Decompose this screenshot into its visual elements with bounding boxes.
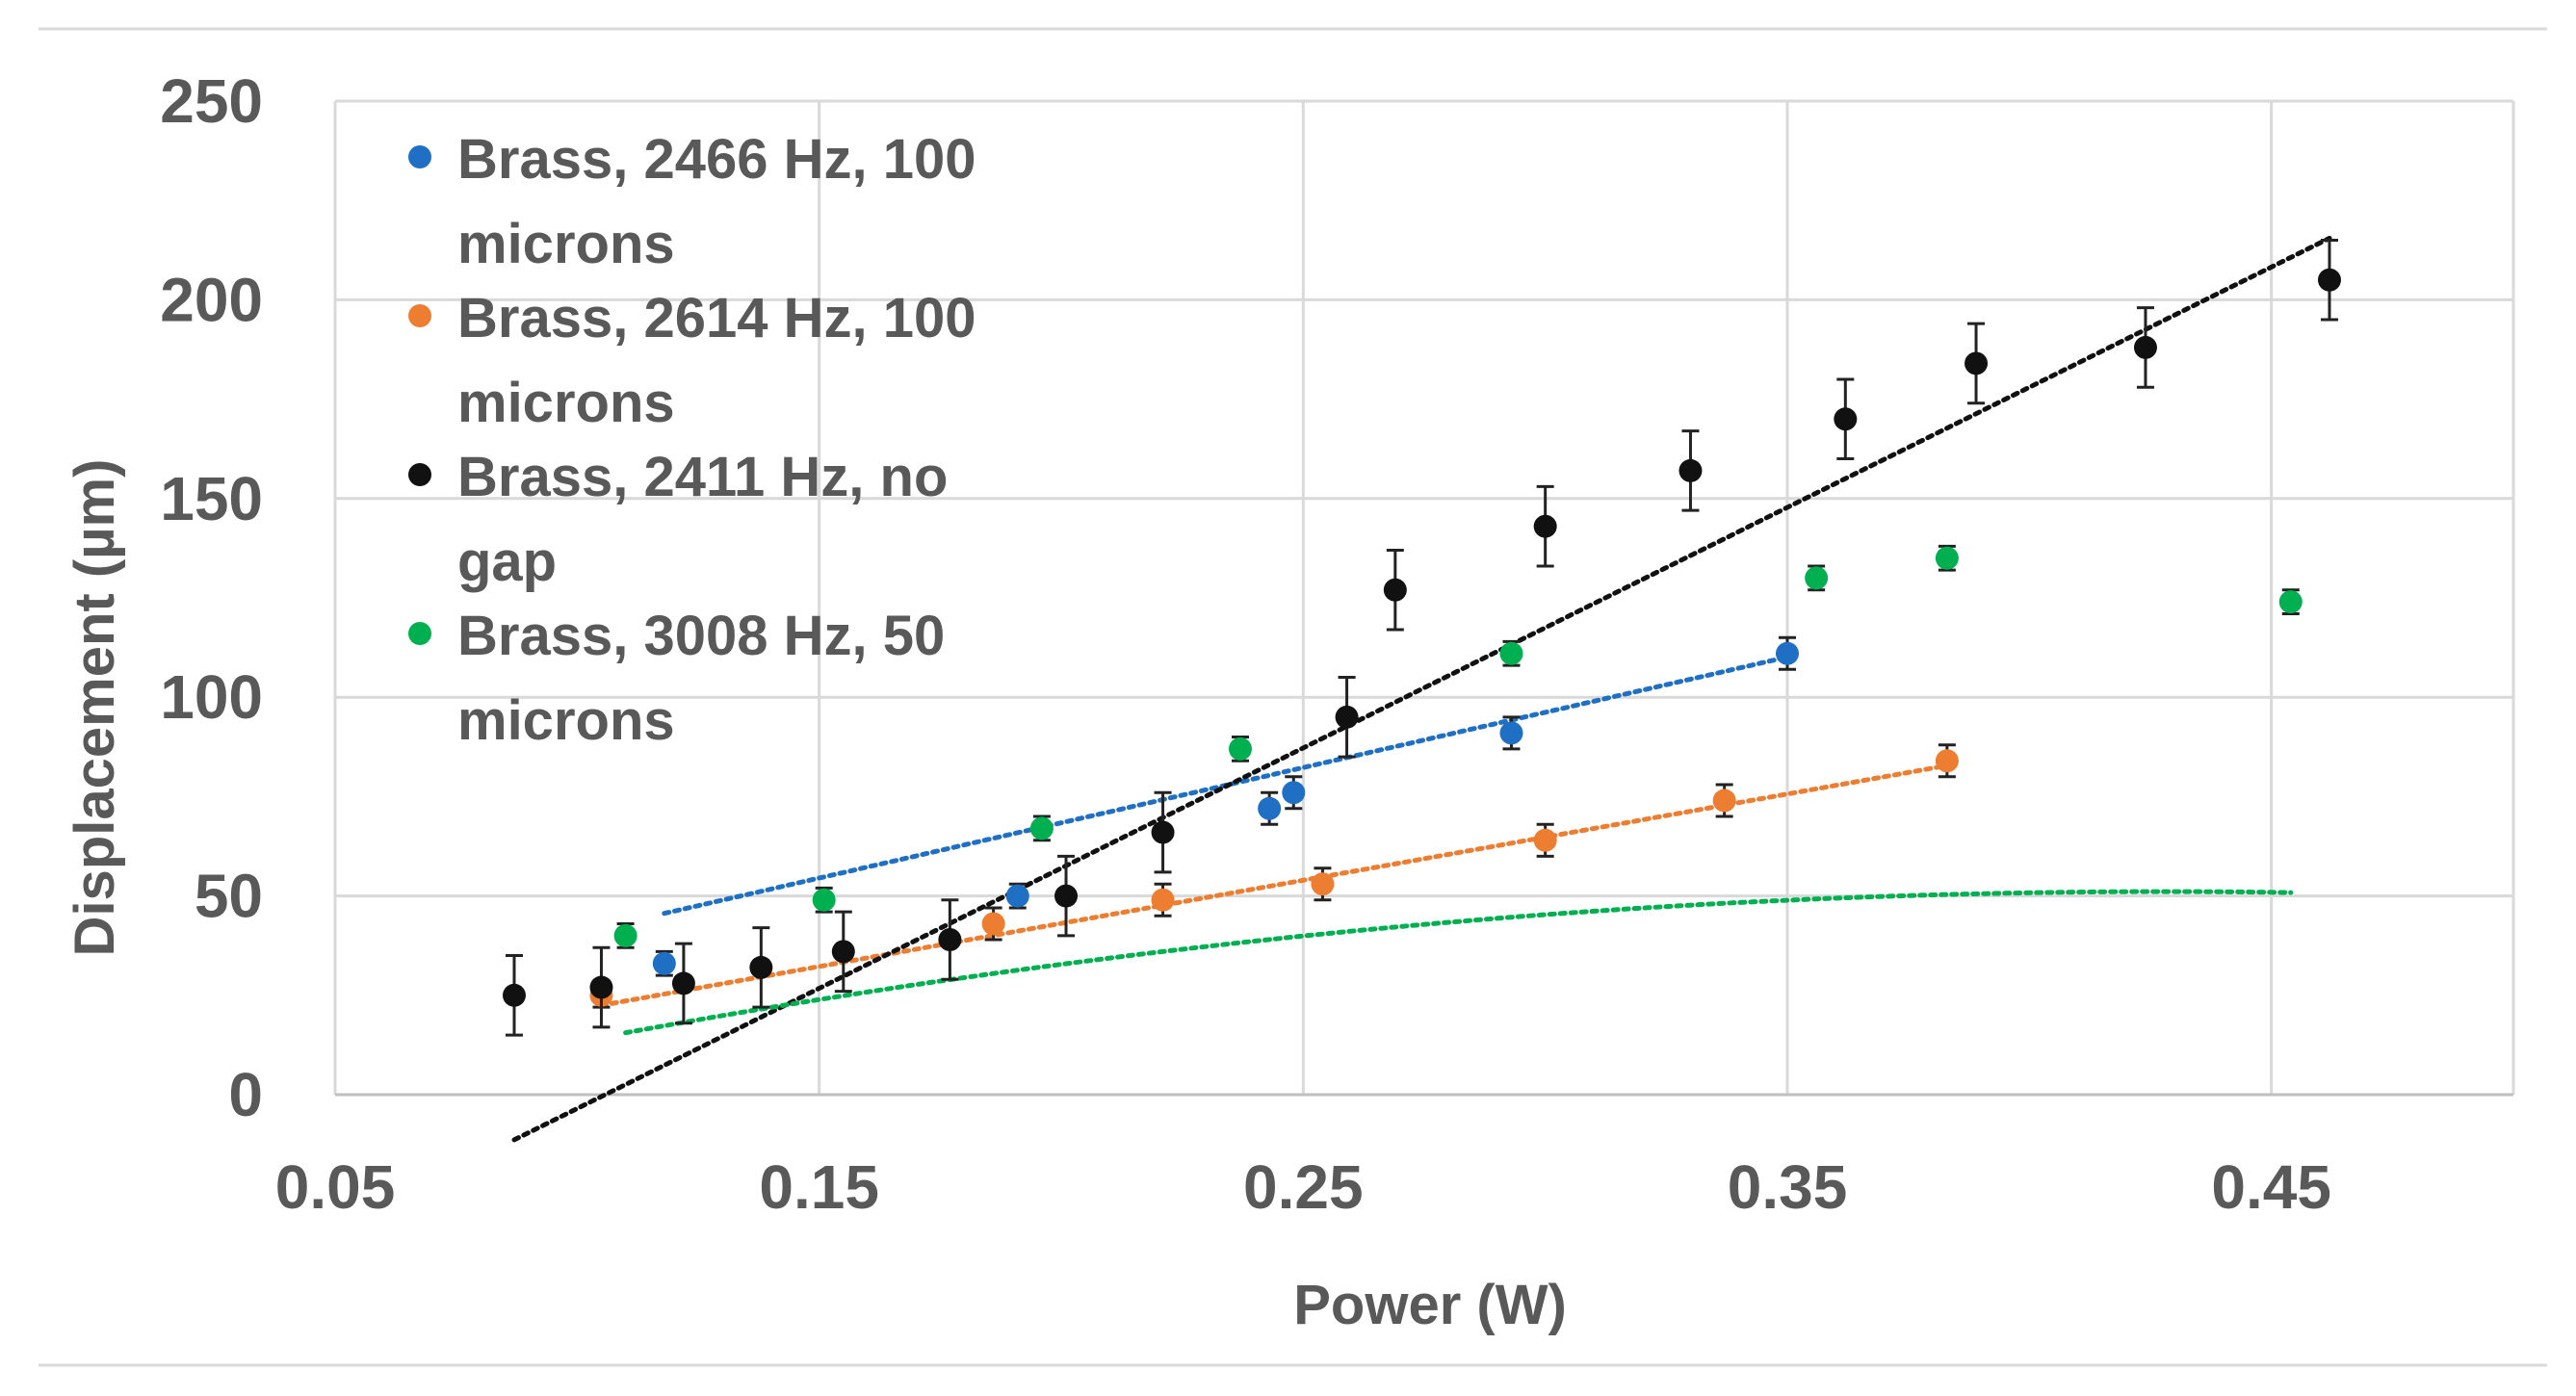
y-tick-label: 0: [228, 1060, 263, 1129]
data-point: [1258, 796, 1282, 820]
data-points: [502, 238, 2341, 1037]
y-tick-label: 250: [160, 66, 263, 136]
data-point: [812, 888, 836, 912]
x-tick-label: 0.05: [275, 1152, 396, 1222]
y-tick-label: 100: [160, 662, 263, 732]
data-point: [1054, 884, 1079, 908]
data-point: [1935, 749, 1959, 773]
data-point: [1499, 721, 1523, 745]
legend-marker: [408, 304, 431, 327]
legend-marker: [408, 622, 431, 645]
data-point: [671, 971, 695, 995]
data-point: [589, 975, 613, 999]
legend: Brass, 2466 Hz, 100 microns Brass, 2614 Hz…: [408, 128, 976, 752]
data-point: [1965, 351, 1989, 375]
data-point: [2278, 590, 2303, 614]
x-tick-label: 0.15: [759, 1152, 879, 1222]
y-tick-label: 50: [195, 862, 263, 931]
data-point: [1533, 828, 1557, 852]
legend-marker: [408, 463, 431, 486]
data-point: [2133, 335, 2157, 359]
x-tick-label: 0.45: [2211, 1152, 2331, 1222]
data-point: [1499, 641, 1523, 665]
data-point: [1678, 458, 1703, 482]
data-point: [2317, 268, 2341, 292]
data-point: [1834, 407, 1858, 431]
data-point: [502, 983, 526, 1007]
y-axis-title: Displacement (µm): [64, 459, 126, 957]
y-tick-label: 200: [160, 265, 263, 334]
trendline: [623, 889, 2294, 1036]
data-point: [1712, 788, 1736, 813]
trendlines: [511, 235, 2332, 1143]
legend-entry: Brass, 3008 Hz, 50: [457, 605, 945, 667]
legend-entry: gap: [457, 530, 557, 593]
data-point: [1776, 641, 1799, 665]
legend-entry: Brass, 2614 Hz, 100: [457, 287, 976, 349]
data-point: [1533, 514, 1557, 538]
data-point: [938, 928, 962, 952]
data-point: [981, 912, 1005, 936]
data-point: [831, 940, 855, 964]
legend-entry: microns: [457, 372, 675, 434]
legend-entry: microns: [457, 689, 675, 752]
x-axis-title: Power (W): [1293, 1274, 1567, 1336]
data-point: [1805, 566, 1829, 590]
x-tick-label: 0.25: [1243, 1152, 1364, 1222]
data-point: [1151, 820, 1175, 844]
data-point: [613, 923, 637, 947]
data-point: [1335, 705, 1359, 729]
data-point: [1029, 816, 1054, 840]
y-tick-label: 150: [160, 464, 263, 533]
data-point: [1005, 884, 1029, 908]
data-point: [1311, 872, 1335, 896]
x-tick-label: 0.35: [1728, 1152, 1848, 1222]
data-point: [1151, 888, 1175, 912]
axes: 0 50 100 150 200 250 0.05 0.15 0.25 0.35 0.45: [160, 66, 2513, 1222]
legend-entry: Brass, 2466 Hz, 100: [457, 128, 976, 191]
data-point: [749, 955, 773, 979]
legend-entry: Brass, 2411 Hz, no: [457, 446, 948, 508]
trendline: [511, 235, 2332, 1143]
data-point: [1935, 546, 1959, 570]
data-point: [652, 951, 676, 975]
legend-marker: [408, 145, 431, 168]
legend-entry: microns: [457, 213, 675, 275]
data-point: [1383, 578, 1407, 602]
data-point: [1228, 737, 1252, 761]
data-point: [1282, 781, 1306, 805]
